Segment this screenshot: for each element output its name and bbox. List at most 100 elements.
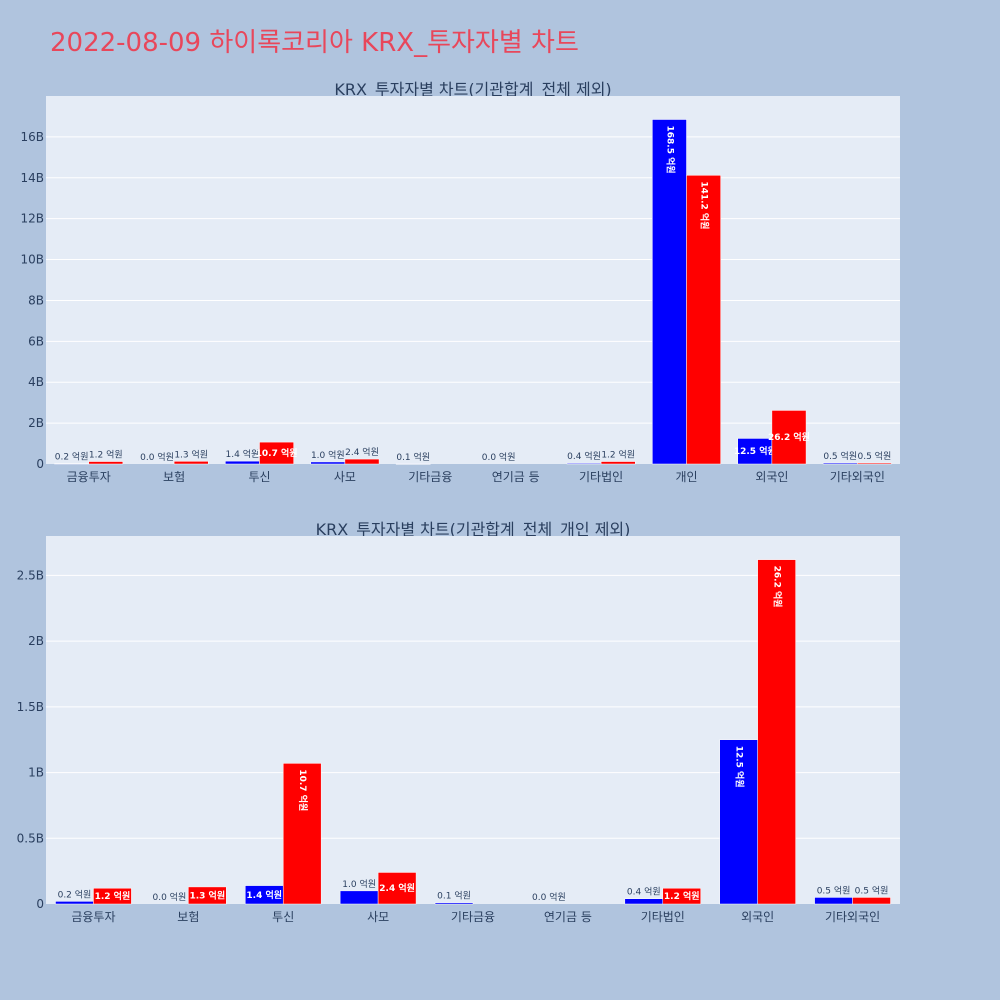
bar-value-label: 10.7 억원: [297, 769, 309, 811]
y-tick-label: 2B: [28, 416, 44, 430]
bar: [395, 463, 431, 465]
bar-value-label: 12.5 억원: [734, 746, 746, 788]
x-tick-label: 기타법인: [641, 910, 685, 924]
y-tick-label: 14B: [20, 171, 44, 185]
y-tick-label: 1B: [28, 766, 44, 780]
bar-value-label: 1.2 억원: [664, 890, 700, 902]
bar-value-label: 0.0 억원: [482, 451, 516, 463]
bar-value-label: 0.0 억원: [152, 891, 186, 903]
x-tick-label: 투신: [248, 470, 270, 484]
y-tick-label: 16B: [20, 130, 44, 144]
bar-value-label: 0.5 억원: [817, 884, 851, 896]
y-tick-label: 12B: [20, 212, 44, 226]
bar: [852, 897, 891, 905]
bar-value-label: 0.1 억원: [437, 890, 471, 902]
x-tick-label: 기타금융: [451, 910, 495, 924]
bar-value-label: 0.2 억원: [55, 451, 89, 463]
bar: [662, 887, 701, 905]
bar-value-label: 12.5 억원: [734, 445, 776, 457]
bar-value-label: 2.4 억원: [345, 446, 379, 458]
x-tick-label: 외국인: [755, 470, 788, 484]
bar: [344, 458, 380, 465]
bar: [600, 461, 636, 465]
x-tick-label: 사모: [367, 910, 389, 924]
bar: [225, 460, 260, 465]
bar: [719, 739, 758, 905]
x-tick-label: 기타법인: [579, 470, 623, 484]
bar: [624, 898, 664, 905]
y-tick-label: 0: [36, 897, 44, 911]
x-tick-label: 보험: [177, 910, 199, 924]
bar-value-label: 1.2 억원: [601, 449, 635, 461]
page-title: 2022-08-09 하이록코리아 KRX_투자자별 차트: [50, 28, 579, 58]
bar-value-label: 1.0 억원: [311, 449, 345, 461]
bar: [652, 119, 687, 465]
bar: [259, 441, 294, 465]
bar-value-label: 0.4 억원: [627, 886, 661, 898]
bar-value-label: 0.2 억원: [58, 888, 92, 900]
bar-value-label: 1.4 억원: [226, 448, 260, 460]
bar-value-label: 0.0 억원: [140, 451, 174, 463]
chart-excluding-institutions-individuals: KRX_투자자별 차트(기관합계_전체_개인 제외) 0 0.5B 1B 1.5B 2B 2…: [17, 520, 900, 924]
bar-value-label: 0.5 억원: [823, 450, 857, 462]
bar: [566, 462, 602, 465]
x-tick-label: 기타금융: [408, 470, 452, 484]
bar-value-label: 26.2 억원: [772, 566, 784, 608]
chart-subtitle: KRX_투자자별 차트(기관합계_전체_개인 제외): [316, 520, 631, 540]
y-tick-label: 10B: [20, 253, 44, 267]
bar: [771, 410, 807, 465]
bar: [857, 462, 892, 465]
x-tick-label: 금융투자: [67, 470, 111, 484]
bar-value-label: 26.2 억원: [768, 431, 810, 443]
bar-value-label: 1.0 억원: [342, 878, 376, 890]
bar: [54, 463, 89, 465]
bar-value-label: 168.5 억원: [664, 126, 676, 174]
bar-value-label: 141.2 억원: [699, 181, 711, 229]
bar: [686, 175, 721, 465]
x-tick-label: 연기금 등: [544, 910, 592, 924]
y-tick-label: 8B: [28, 293, 44, 307]
y-tick-label: 2B: [28, 634, 44, 648]
bar: [93, 887, 132, 905]
bar-value-label: 0.5 억원: [855, 884, 889, 896]
bar-value-label: 0.1 억원: [396, 451, 430, 463]
x-tick-label: 보험: [163, 470, 185, 484]
bar-value-label: 1.2 억원: [89, 449, 123, 461]
x-tick-label: 사모: [334, 470, 356, 484]
bar: [757, 559, 796, 905]
x-tick-label: 기타외국인: [830, 470, 885, 484]
bar: [188, 886, 227, 905]
bar: [173, 461, 209, 465]
bar: [88, 461, 124, 465]
bar: [434, 902, 474, 905]
bar-value-label: 1.2 억원: [95, 890, 131, 902]
bar: [814, 897, 853, 905]
bar: [310, 461, 346, 465]
bar-value-label: 0.5 억원: [858, 450, 892, 462]
bar: [377, 872, 417, 905]
chart-subtitle: KRX_투자자별 차트(기관합계_전체 제외): [334, 80, 611, 100]
x-tick-label: 기타외국인: [825, 910, 880, 924]
bar-value-label: 10.7 억원: [256, 447, 298, 459]
bar-value-label: 1.3 억원: [174, 448, 208, 460]
x-tick-label: 외국인: [741, 910, 774, 924]
y-tick-label: 0: [36, 457, 44, 471]
x-tick-label: 연기금 등: [492, 470, 540, 484]
bar-value-label: 0.4 억원: [567, 450, 601, 462]
bar: [737, 438, 773, 465]
y-tick-label: 4B: [28, 375, 44, 389]
chart-excluding-institutions: KRX_투자자별 차트(기관합계_전체 제외) 0 2B 4B 6B 8B 10B 12B 14…: [20, 80, 900, 484]
y-tick-label: 0.5B: [17, 831, 44, 845]
x-tick-label: 투신: [272, 910, 294, 924]
y-tick-label: 2.5B: [17, 568, 44, 582]
bar: [339, 890, 379, 905]
x-tick-label: 금융투자: [71, 910, 115, 924]
bar: [55, 901, 94, 905]
x-tick-label: 개인: [675, 470, 697, 484]
bar-value-label: 1.4 억원: [246, 889, 282, 901]
bar-value-label: 1.3 억원: [189, 889, 225, 901]
bar-value-label: 2.4 억원: [379, 882, 415, 894]
bar-value-label: 0.0 억원: [532, 891, 566, 903]
bar: [822, 462, 858, 465]
bar: [282, 763, 322, 905]
